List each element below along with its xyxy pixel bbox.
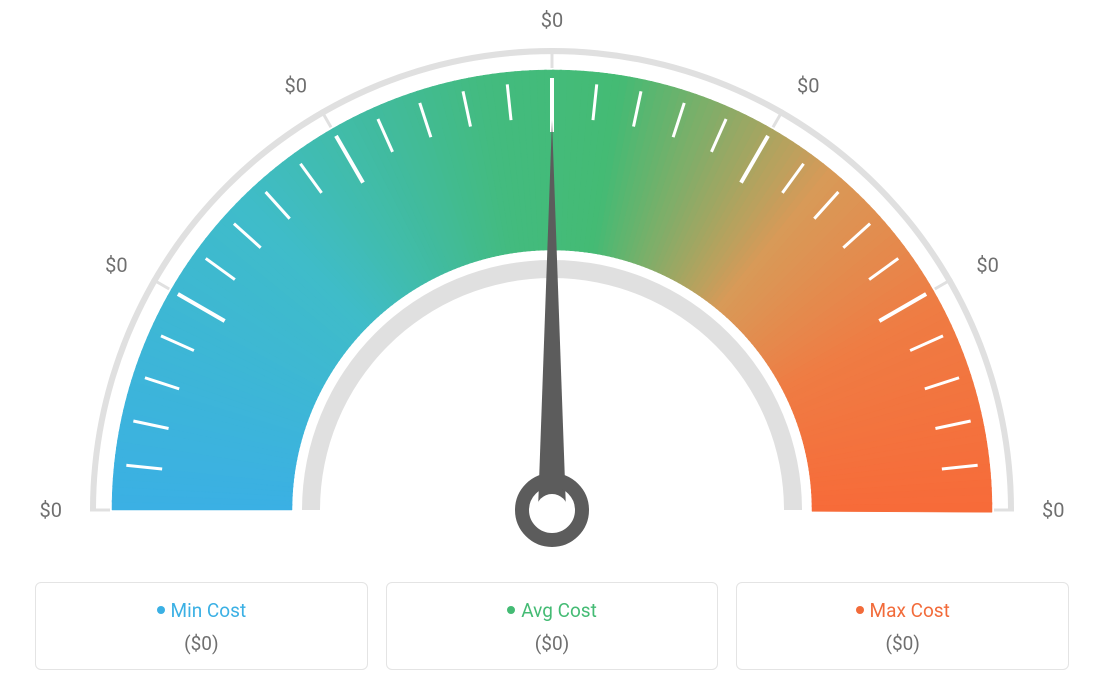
- legend-avg-dot: [507, 606, 515, 614]
- legend-min-dot: [157, 606, 165, 614]
- svg-text:$0: $0: [40, 498, 62, 522]
- legend-max: Max Cost ($0): [736, 582, 1069, 670]
- legend-max-dot: [856, 606, 864, 614]
- legend-max-label-row: Max Cost: [747, 599, 1058, 622]
- svg-text:$0: $0: [285, 74, 307, 98]
- svg-text:$0: $0: [976, 253, 998, 277]
- legend-min-label-row: Min Cost: [46, 599, 357, 622]
- gauge-chart: $0 $0 $0 $0 $0 $0 $0: [0, 0, 1104, 560]
- legend-min: Min Cost ($0): [35, 582, 368, 670]
- legend-max-value: ($0): [747, 632, 1058, 655]
- legend-min-value: ($0): [46, 632, 357, 655]
- svg-text:$0: $0: [541, 8, 563, 32]
- legend-min-label: Min Cost: [171, 599, 247, 622]
- legend-max-label: Max Cost: [870, 599, 950, 622]
- legend-avg: Avg Cost ($0): [386, 582, 719, 670]
- legend-avg-value: ($0): [397, 632, 708, 655]
- legend-avg-label-row: Avg Cost: [397, 599, 708, 622]
- gauge-svg: $0 $0 $0 $0 $0 $0 $0: [0, 0, 1104, 560]
- svg-text:$0: $0: [797, 74, 819, 98]
- legend-row: Min Cost ($0) Avg Cost ($0) Max Cost ($0…: [35, 582, 1069, 670]
- svg-text:$0: $0: [105, 253, 127, 277]
- svg-text:$0: $0: [1042, 498, 1064, 522]
- legend-avg-label: Avg Cost: [521, 599, 597, 622]
